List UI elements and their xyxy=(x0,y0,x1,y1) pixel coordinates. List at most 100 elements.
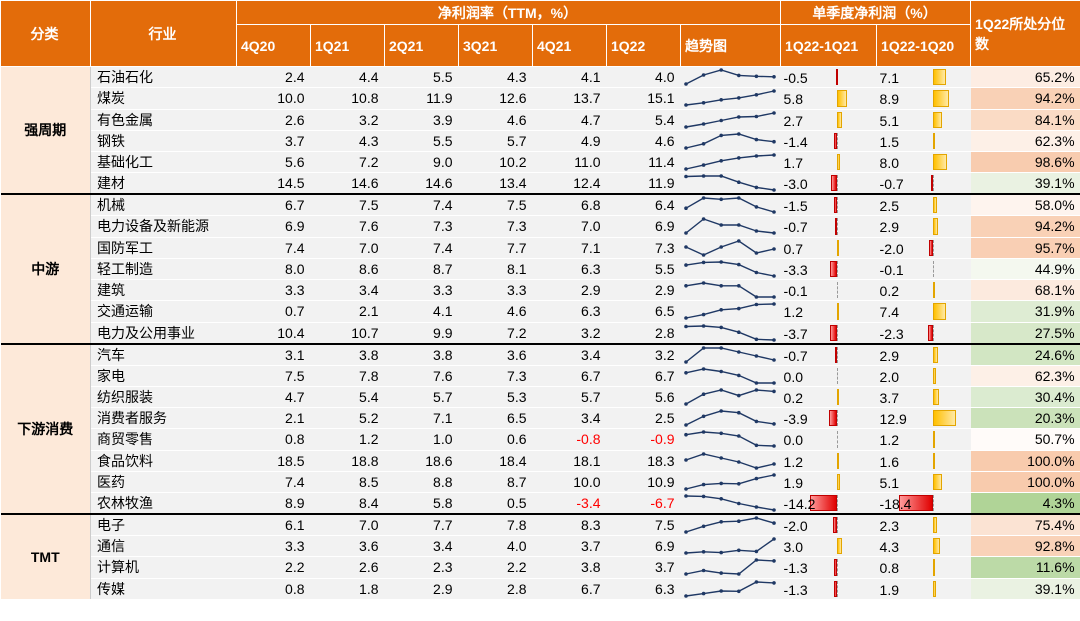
diff-1q21-cell-value: 0.7 xyxy=(783,240,803,257)
trend-sparkline xyxy=(683,323,776,342)
trend-sparkline xyxy=(683,366,776,385)
diff-1q20-cell-value: -0.1 xyxy=(879,261,904,278)
trend-cell xyxy=(680,428,781,451)
trend-sparkline-point-3 xyxy=(736,459,741,464)
trend-sparkline-line xyxy=(685,580,774,597)
trend-sparkline-point-1 xyxy=(701,550,705,554)
trend-sparkline-point-3 xyxy=(736,196,741,201)
trend-sparkline-line xyxy=(685,303,774,320)
table-row: 电力设备及新能源 6.9 7.6 7.3 7.3 7.0 6.9 -0.7 2.9 94.2% xyxy=(1,215,1080,238)
ttm-value-cell: 6.7 xyxy=(532,365,607,387)
trend-sparkline-point-2 xyxy=(718,223,723,228)
ttm-value-cell: 3.2 xyxy=(310,109,385,131)
trend-sparkline-point-5 xyxy=(771,75,776,79)
trend-sparkline-point-0 xyxy=(683,402,688,406)
ttm-value-cell: -0.8 xyxy=(532,428,607,451)
diff-1q21-cell: -1.3 xyxy=(780,578,877,600)
ttm-value-cell: 6.9 xyxy=(606,535,681,558)
ttm-value-cell: 7.2 xyxy=(458,322,533,345)
diff-1q21-cell-bar xyxy=(836,239,839,256)
diff-1q21-cell-bar xyxy=(830,260,837,277)
trend-sparkline-point-4 xyxy=(754,465,758,470)
diff-1q20-cell-bar xyxy=(932,197,938,214)
trend-sparkline-point-2 xyxy=(718,388,723,392)
diff-1q20-cell-bar xyxy=(932,218,938,235)
industry-cell: 煤炭 xyxy=(90,87,237,110)
diff-1q21-cell-value: -3.9 xyxy=(783,411,808,427)
ttm-value-cell: 9.9 xyxy=(384,322,459,345)
trend-sparkline-point-5 xyxy=(771,444,776,449)
table-row: 食品饮料 18.5 18.8 18.6 18.4 18.1 18.3 1.2 1.6 100.0% xyxy=(1,450,1080,472)
trend-sparkline-point-0 xyxy=(683,433,688,437)
trend-sparkline-point-5 xyxy=(771,153,776,157)
ttm-value-cell: 2.1 xyxy=(310,300,385,323)
ttm-value-cell: 7.3 xyxy=(458,215,533,238)
ttm-value-cell: 3.3 xyxy=(236,279,311,302)
trend-cell xyxy=(680,172,781,196)
diff-1q21-cell-bar xyxy=(829,410,837,427)
diff-1q21-cell-zero-line xyxy=(836,367,838,384)
trend-sparkline-point-5 xyxy=(771,210,776,215)
trend-cell xyxy=(680,556,781,579)
diff-1q21-cell-value: -1.5 xyxy=(783,198,808,215)
industry-cell: 电力及公用事业 xyxy=(90,322,237,345)
percentile-cell: 68.1% xyxy=(970,279,1080,302)
diff-1q20-cell: 2.9 xyxy=(876,343,971,366)
industry-cell: 电力设备及新能源 xyxy=(90,215,237,238)
trend-sparkline-line xyxy=(685,197,774,213)
percentile-cell: 58.0% xyxy=(970,194,1080,217)
diff-1q20-cell-value: 2.3 xyxy=(879,518,899,534)
diff-1q21-cell-bar xyxy=(836,111,842,128)
trend-sparkline-line xyxy=(685,559,774,576)
diff-1q21-cell-bar xyxy=(836,90,848,107)
ttm-value-cell: 7.7 xyxy=(384,514,459,536)
trend-sparkline-point-3 xyxy=(736,73,741,78)
trend-sparkline-point-5 xyxy=(771,389,776,394)
trend-sparkline-point-5 xyxy=(771,508,776,512)
diff-1q21-cell-value: -0.7 xyxy=(783,347,808,364)
diff-1q20-cell-bar xyxy=(932,388,940,405)
category-cell: 中游 xyxy=(0,194,91,345)
ttm-value-cell: 18.6 xyxy=(384,450,459,472)
trend-sparkline-point-2 xyxy=(718,431,723,436)
diff-1q20-cell: 0.8 xyxy=(876,556,971,579)
percentile-cell: 98.6% xyxy=(970,151,1080,174)
ttm-value-cell: 5.7 xyxy=(532,386,607,409)
ttm-value-cell: 7.5 xyxy=(606,514,681,536)
ttm-value-cell: 5.5 xyxy=(384,66,459,89)
diff-1q20-cell: 5.1 xyxy=(876,109,971,131)
ttm-value-cell: 12.4 xyxy=(532,172,607,196)
percentile-cell: 84.1% xyxy=(970,109,1080,131)
trend-sparkline-point-1 xyxy=(701,73,705,77)
header-diff-1q20: 1Q22-1Q20 xyxy=(876,24,972,67)
percentile-cell: 62.3% xyxy=(970,130,1080,153)
trend-sparkline-point-2 xyxy=(718,520,723,524)
trend-sparkline-point-5 xyxy=(771,559,776,564)
table-row: 医药 7.4 8.5 8.8 8.7 10.0 10.9 1.9 5.1 100.0% xyxy=(1,471,1080,494)
diff-1q21-cell: -0.1 xyxy=(780,279,877,302)
trend-sparkline xyxy=(683,473,776,491)
trend-sparkline xyxy=(683,132,776,150)
trend-sparkline-point-1 xyxy=(701,345,705,350)
ttm-value-cell: 8.8 xyxy=(384,471,459,494)
ttm-value-cell: 11.9 xyxy=(606,172,681,196)
diff-1q21-cell: 0.7 xyxy=(780,237,877,259)
diff-1q21-cell-bar xyxy=(832,517,837,533)
diff-1q20-cell-bar xyxy=(932,132,936,149)
ttm-value-cell: 2.4 xyxy=(236,66,311,89)
trend-sparkline-point-5 xyxy=(771,461,776,466)
table-row: 下游消费 汽车 3.1 3.8 3.8 3.6 3.4 3.2 -0.7 2.9 24.6% xyxy=(0,343,1080,515)
trend-sparkline-point-5 xyxy=(771,422,776,426)
trend-sparkline-point-3 xyxy=(736,329,741,334)
diff-1q20-cell: -0.7 xyxy=(876,172,971,196)
table-row: 家电 7.5 7.8 7.6 7.3 6.7 6.7 0.0 2.0 62.3% xyxy=(1,365,1080,387)
diff-1q21-cell-value: -2.0 xyxy=(783,518,808,534)
diff-1q21-cell-value: -3.7 xyxy=(783,325,808,342)
diff-1q20-cell-bar xyxy=(932,473,942,490)
ttm-value-cell: 1.2 xyxy=(310,428,385,451)
header-period-3q21: 3Q21 xyxy=(458,24,533,67)
ttm-value-cell: 6.7 xyxy=(606,365,681,387)
ttm-value-cell: 3.8 xyxy=(310,343,385,366)
diff-1q21-cell-zero-line xyxy=(836,517,838,533)
ttm-value-cell: 11.9 xyxy=(384,87,459,110)
